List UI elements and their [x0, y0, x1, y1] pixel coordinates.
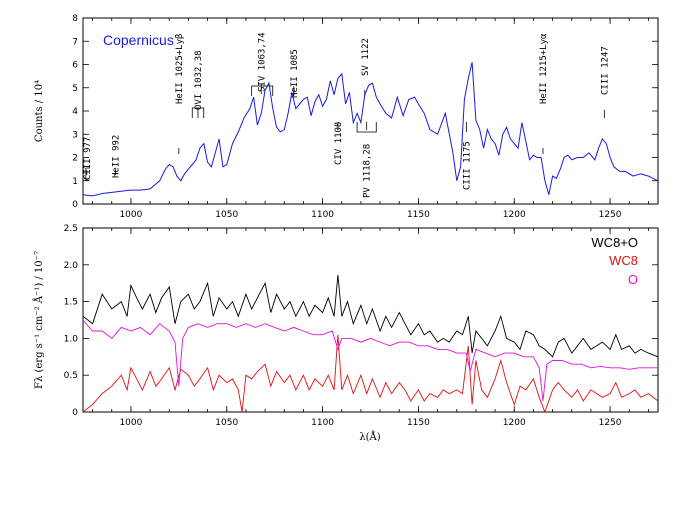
spectral-line-label: CIII 977: [83, 137, 93, 180]
bottom-y-tick-label: 1.0: [64, 334, 79, 344]
top-y-tick-label: 6: [72, 61, 78, 71]
bottom-x-tick-label: 1200: [503, 418, 526, 428]
top-y-ticks: 0 1 2 3 4 5 6 7 8: [72, 14, 658, 210]
top-y-tick-label: 5: [72, 84, 78, 94]
spectral-line-label: PV 1118,28: [363, 144, 373, 198]
spectral-line-label: OVI 1032,38: [194, 50, 204, 110]
bottom-y-tick-label: 1.5: [64, 298, 78, 308]
bottom-y-tick-label: 0.5: [64, 371, 78, 381]
spectral-line-label: SV 1122: [361, 38, 371, 76]
spectral-line-label: HeII 1215+Lyα: [539, 33, 549, 104]
spectral-line-label: HeII 1085: [290, 49, 300, 98]
top-y-tick-label: 8: [72, 14, 78, 24]
bottom-x-ticks: 1000 1050 1100 1150 1200 1250: [92, 228, 649, 428]
top-y-axis-label: Counts / 10⁴: [34, 80, 45, 142]
series-line-wc8: [82, 334, 659, 414]
bottom-panel: 1000 1050 1100 1150 1200 1250 0 0.5 1.0 1.5 2.0 2.…: [33, 224, 659, 443]
legend-entry: WC8+O: [591, 235, 638, 250]
copernicus-spectrum-line: [82, 62, 659, 197]
spectral-line-label: CIII 1247: [600, 46, 610, 95]
bottom-y-axis-label: Fλ (erg s⁻¹ cm⁻² Å⁻¹) / 10⁻⁷: [33, 251, 45, 389]
legend-entry: O: [628, 272, 638, 287]
spectral-line-label: HeII 992: [112, 135, 122, 178]
bottom-y-tick-label: 2.5: [64, 224, 78, 234]
siv-bracket: [251, 85, 274, 96]
top-x-tick-label: 1000: [119, 210, 142, 220]
ovi-bracket: [191, 107, 205, 118]
top-y-tick-label: 0: [72, 200, 78, 210]
ciii-977-bracket: [85, 167, 90, 181]
bottom-series-lines: [82, 275, 659, 414]
bottom-y-ticks: 0 0.5 1.0 1.5 2.0 2.5: [64, 224, 658, 418]
bottom-y-tick-label: 2.0: [64, 261, 79, 271]
bottom-x-axis-label: λ(Å): [359, 431, 380, 443]
bottom-x-tick-label: 1150: [407, 418, 430, 428]
top-y-tick-label: 1: [72, 177, 78, 187]
series-line-o: [82, 319, 658, 402]
top-x-tick-label: 1200: [503, 210, 526, 220]
spectral-line-label: CIII 1175: [462, 141, 472, 190]
copernicus-label: Copernicus: [103, 32, 174, 48]
bottom-x-tick-label: 1050: [215, 418, 238, 428]
spectral-line-label: SIV 1063,74: [257, 32, 267, 92]
legend-entry: WC8: [609, 253, 638, 268]
top-y-tick-label: 4: [72, 107, 78, 117]
bottom-x-tick-label: 1100: [311, 418, 334, 428]
series-line-wc8-o: [82, 275, 659, 358]
legend: WC8+O WC8 O: [591, 235, 638, 287]
bottom-x-tick-label: 1250: [599, 418, 622, 428]
top-x-ticks: 1000 1050 1100 1150 1200 1250: [92, 18, 649, 220]
top-y-tick-label: 2: [72, 154, 78, 164]
top-y-tick-label: 3: [72, 130, 78, 140]
top-annotations: CIII 977 HeII 992 HeII 1025+Lyβ OVI 1032,38…: [83, 32, 610, 198]
pv-bracket: [356, 122, 377, 133]
top-panel: 1000 1050 1100 1150 1200 1250 0 1 2 3 4 5 6 7 8 CIII …: [34, 14, 659, 220]
bottom-x-tick-label: 1000: [119, 418, 142, 428]
top-x-tick-label: 1100: [311, 210, 334, 220]
top-x-tick-label: 1250: [599, 210, 622, 220]
top-x-tick-label: 1150: [407, 210, 430, 220]
spectral-line-label: HeII 1025+Lyβ: [175, 34, 185, 104]
bottom-y-tick-label: 0: [72, 408, 78, 418]
spectral-line-label: CIV 1108: [334, 122, 344, 165]
top-x-tick-label: 1050: [215, 210, 238, 220]
top-y-tick-label: 7: [72, 37, 78, 47]
